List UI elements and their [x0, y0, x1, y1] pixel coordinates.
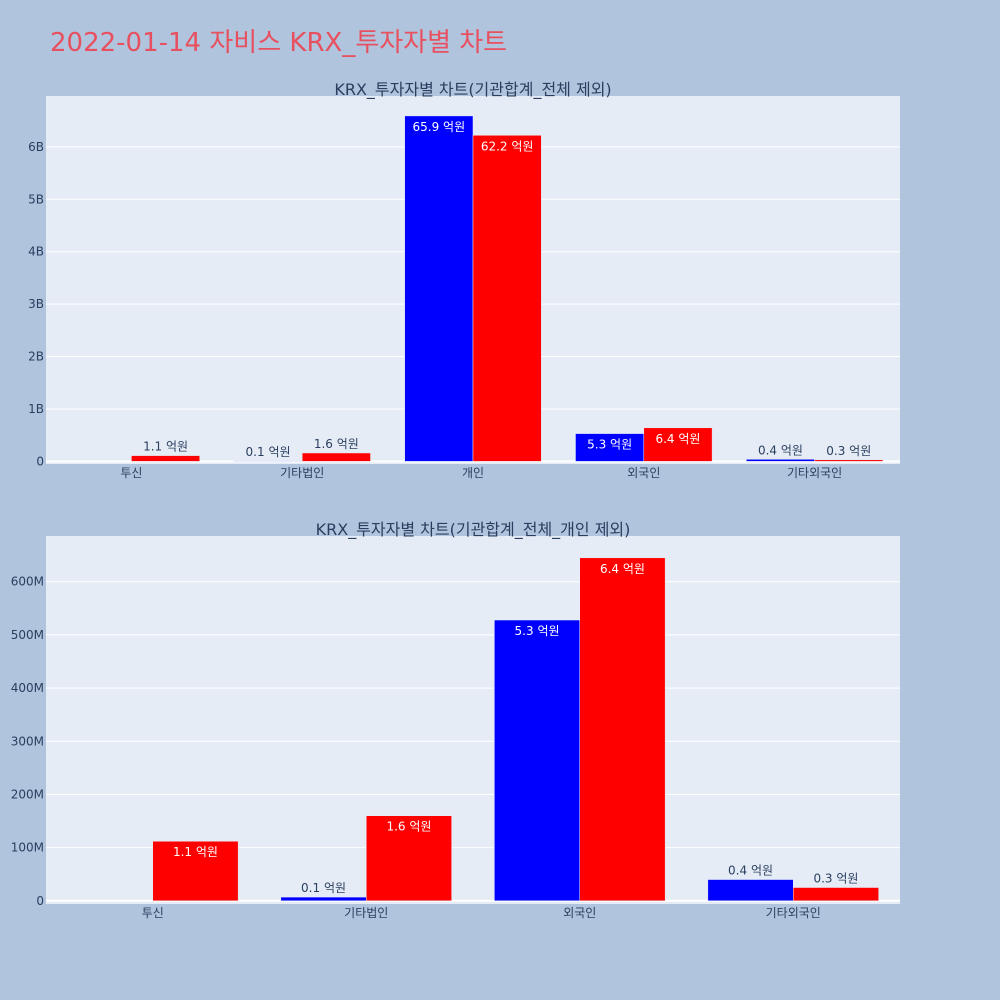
y-tick-label: 5B	[28, 192, 44, 206]
bar	[575, 433, 645, 462]
bar	[152, 840, 239, 902]
x-tick-label: 투신	[120, 466, 142, 480]
x-tick-label: 개인	[462, 466, 484, 480]
data-label: 0.4 억원	[728, 864, 773, 878]
data-label: 62.2 억원	[481, 139, 534, 153]
data-label: 6.4 억원	[600, 562, 645, 576]
bar	[280, 896, 367, 902]
data-label: 65.9 억원	[413, 120, 466, 134]
data-label: 5.3 억원	[515, 624, 560, 638]
x-tick-label: 기타법인	[344, 906, 388, 920]
bar	[707, 879, 794, 902]
data-label: 5.3 억원	[587, 438, 632, 452]
y-tick-label: 6B	[28, 140, 44, 154]
data-label: 0.1 억원	[301, 881, 346, 895]
x-tick-label: 기타외국인	[787, 466, 842, 480]
bar	[366, 815, 452, 902]
y-tick-label: 600M	[11, 575, 44, 589]
chart-top: 0 1B 2B 3B 4B 5B 6B KRX_투자자별 차트(기관합계_전체 제외) 1.1 …	[28, 80, 900, 480]
x-tick-label: 외국인	[563, 906, 596, 920]
data-label: 1.6 억원	[314, 437, 359, 451]
data-label: 0.4 억원	[758, 443, 803, 457]
y-tick-label: 1B	[28, 402, 44, 416]
x-tick-label: 투신	[142, 906, 164, 920]
y-tick-label: 4B	[28, 245, 44, 259]
bar	[404, 115, 474, 462]
y-tick-label: 100M	[11, 841, 44, 855]
data-label: 6.4 억원	[655, 432, 700, 446]
page-title: 2022-01-14 자비스 KRX_투자자별 차트	[50, 28, 508, 58]
bar	[793, 887, 879, 902]
y-tick-label: 0	[36, 894, 44, 908]
bar	[643, 427, 713, 462]
data-label: 1.1 억원	[173, 845, 218, 859]
data-label: 1.1 억원	[143, 440, 188, 454]
y-tick-label: 200M	[11, 787, 44, 801]
y-tick-label: 3B	[28, 297, 44, 311]
bar	[131, 455, 200, 462]
x-tick-label: 외국인	[627, 466, 660, 480]
y-tick-label: 0	[36, 454, 44, 468]
bar	[814, 459, 884, 462]
data-label: 1.6 억원	[386, 820, 431, 834]
bar	[301, 452, 371, 462]
chart-title: KRX_투자자별 차트(기관합계_전체 제외)	[334, 80, 611, 100]
bar	[472, 135, 542, 462]
data-label: 0.3 억원	[813, 872, 858, 886]
x-tick-label: 기타법인	[280, 466, 324, 480]
y-tick-label: 500M	[11, 628, 44, 642]
chart-bottom: 0 100M 200M 300M 400M 500M 600M KRX_투자자별 차트(기관합…	[11, 520, 900, 920]
y-tick-label: 300M	[11, 734, 44, 748]
chart-title: KRX_투자자별 차트(기관합계_전체_개인 제외)	[316, 520, 631, 540]
bar	[579, 557, 666, 902]
x-tick-label: 기타외국인	[766, 906, 821, 920]
y-tick-label: 400M	[11, 681, 44, 695]
data-label: 0.3 억원	[826, 444, 871, 458]
data-label: 0.1 억원	[246, 445, 291, 459]
bar	[494, 619, 581, 902]
y-tick-label: 2B	[28, 350, 44, 364]
